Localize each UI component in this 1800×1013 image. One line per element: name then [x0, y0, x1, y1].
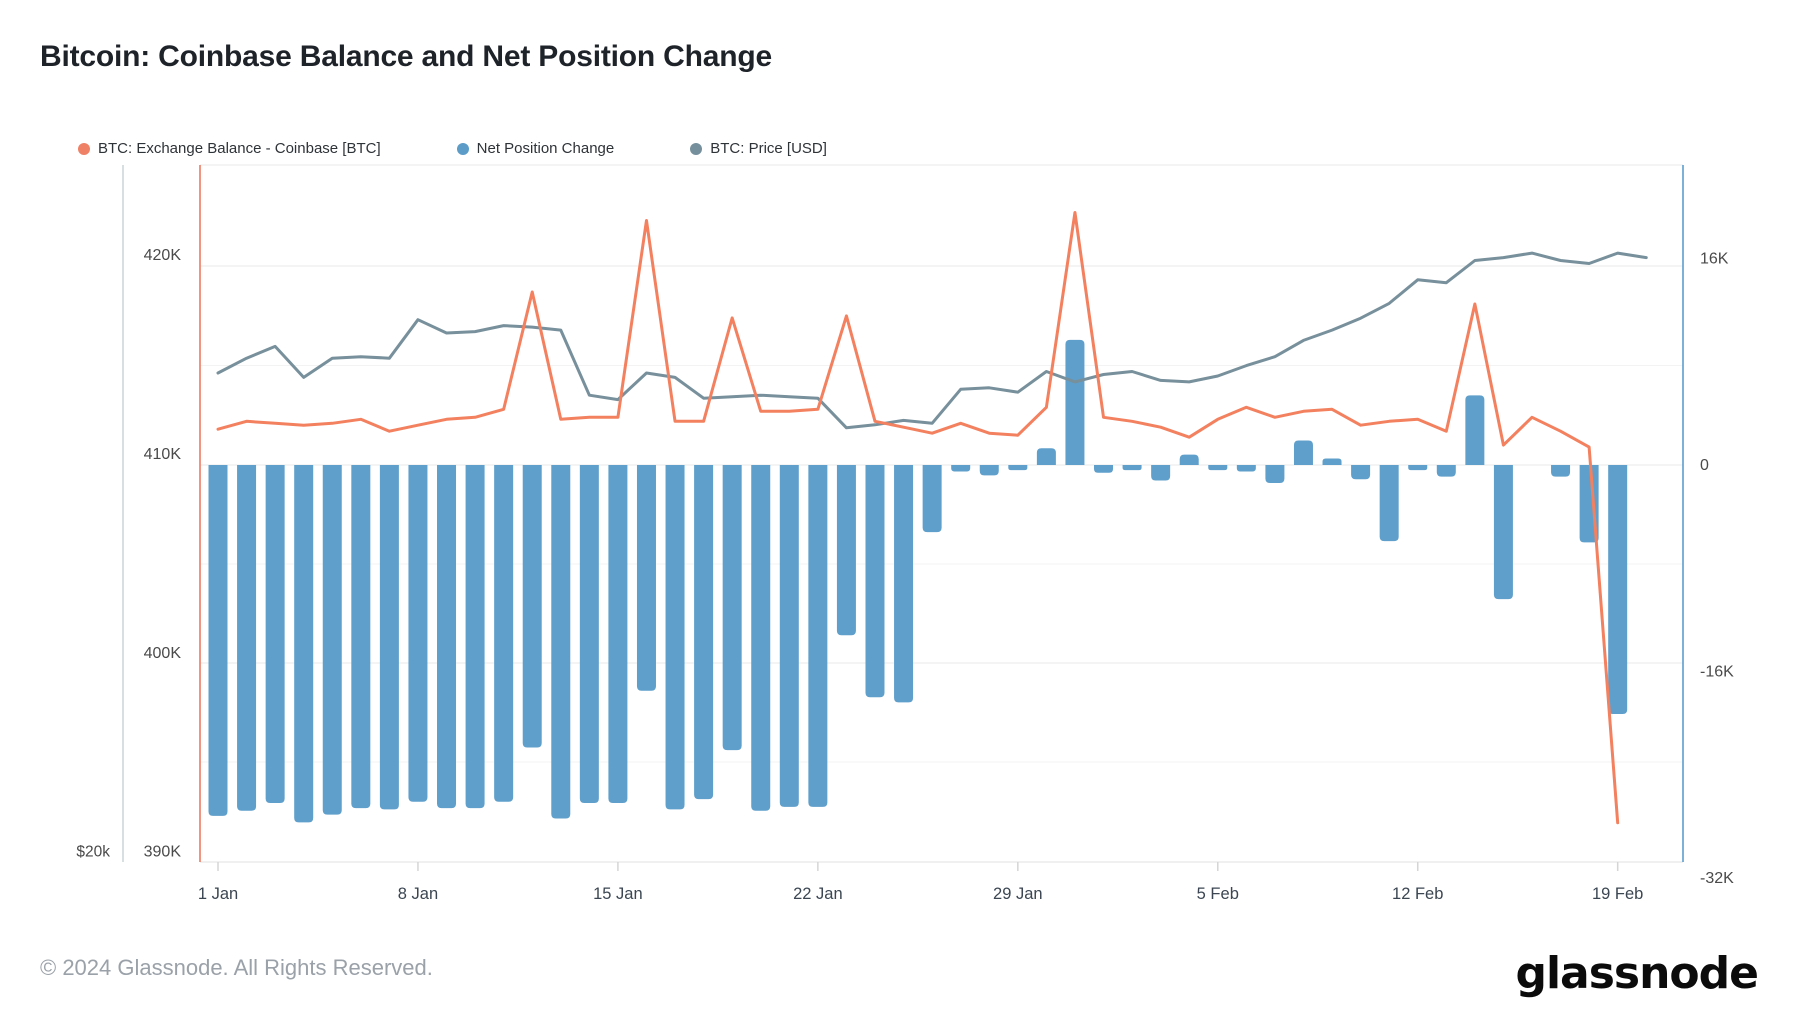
npc-bar — [208, 465, 228, 816]
npc-bar — [494, 465, 514, 802]
x-axis-label: 5 Feb — [1197, 885, 1239, 903]
left-axis-label: 400K — [144, 645, 182, 662]
left-axis-label: 390K — [144, 844, 182, 861]
npc-bar — [551, 465, 571, 819]
npc-bar — [1408, 465, 1428, 471]
x-axis-label: 15 Jan — [593, 885, 643, 903]
x-axis-label: 1 Jan — [198, 885, 238, 903]
npc-bar — [894, 465, 914, 703]
npc-bar — [1351, 465, 1371, 480]
npc-bar — [665, 465, 685, 810]
page-title: Bitcoin: Coinbase Balance and Net Positi… — [40, 40, 772, 73]
npc-bar — [1436, 465, 1456, 477]
npc-bar — [922, 465, 942, 533]
legend-dot-icon — [78, 142, 90, 155]
npc-bar — [351, 465, 371, 809]
npc-bar — [636, 465, 656, 691]
x-axis-label: 29 Jan — [993, 885, 1043, 903]
npc-bar — [237, 465, 257, 811]
right-axis-label: -32K — [1700, 870, 1734, 887]
npc-bar — [722, 465, 742, 751]
right-axis-label: -16K — [1700, 663, 1734, 680]
npc-bar — [751, 465, 771, 811]
legend-item-2[interactable]: BTC: Price [USD] — [690, 140, 827, 157]
npc-bar — [608, 465, 628, 803]
npc-bar — [1094, 465, 1114, 473]
npc-bar — [1208, 465, 1228, 471]
legend-item-0[interactable]: BTC: Exchange Balance - Coinbase [BTC] — [78, 140, 381, 157]
npc-bar — [694, 465, 714, 800]
copyright-text: © 2024 Glassnode. All Rights Reserved. — [40, 955, 433, 980]
npc-bar — [579, 465, 599, 803]
npc-bar — [979, 465, 999, 476]
npc-bar — [1608, 465, 1628, 714]
x-axis-label: 8 Jan — [398, 885, 438, 903]
npc-bar — [1179, 454, 1199, 465]
npc-bar — [808, 465, 828, 807]
chart-legend: BTC: Exchange Balance - Coinbase [BTC] Ne… — [78, 140, 827, 157]
x-axis-label: 22 Jan — [793, 885, 843, 903]
npc-bar — [836, 465, 856, 636]
npc-bar — [1065, 339, 1085, 465]
npc-bar — [294, 465, 314, 823]
npc-bar — [1465, 395, 1485, 465]
npc-bar — [1493, 465, 1513, 600]
legend-dot-icon — [690, 142, 703, 155]
x-axis-label: 19 Feb — [1592, 885, 1643, 903]
legend-label: BTC: Price [USD] — [710, 140, 827, 157]
npc-bar — [1236, 465, 1256, 472]
npc-bar — [522, 465, 542, 748]
right-axis-label: 0 — [1700, 457, 1709, 474]
npc-bar — [1265, 465, 1285, 484]
npc-bar — [1151, 465, 1171, 481]
npc-bar — [1322, 458, 1342, 465]
legend-label: Net Position Change — [476, 140, 615, 157]
balance-line — [216, 211, 1620, 825]
legend-dot-icon — [456, 142, 469, 155]
price-axis-label: $20k — [76, 844, 110, 861]
x-axis-label: 12 Feb — [1392, 885, 1443, 903]
left-axis-label: 410K — [144, 446, 182, 463]
npc-bar — [1122, 465, 1142, 471]
glassnode-logo: glassnode — [1515, 948, 1759, 999]
price-line — [216, 251, 1648, 430]
npc-bar — [379, 465, 399, 810]
npc-bar — [1008, 465, 1028, 471]
npc-bar — [951, 465, 971, 472]
right-axis-label: 16K — [1700, 251, 1729, 268]
legend-item-1[interactable]: Net Position Change — [456, 140, 615, 157]
npc-bar — [865, 465, 885, 698]
npc-bar — [437, 465, 457, 809]
legend-label: BTC: Exchange Balance - Coinbase [BTC] — [98, 140, 381, 157]
npc-bar — [408, 465, 428, 802]
npc-bar — [265, 465, 285, 803]
npc-bar — [465, 465, 485, 809]
npc-bar — [1379, 465, 1399, 542]
npc-bar — [1293, 440, 1313, 465]
npc-bar — [1036, 448, 1056, 465]
npc-bar — [1551, 465, 1571, 477]
npc-bar — [322, 465, 342, 815]
npc-bar — [779, 465, 799, 807]
left-axis-label: 420K — [144, 247, 182, 264]
